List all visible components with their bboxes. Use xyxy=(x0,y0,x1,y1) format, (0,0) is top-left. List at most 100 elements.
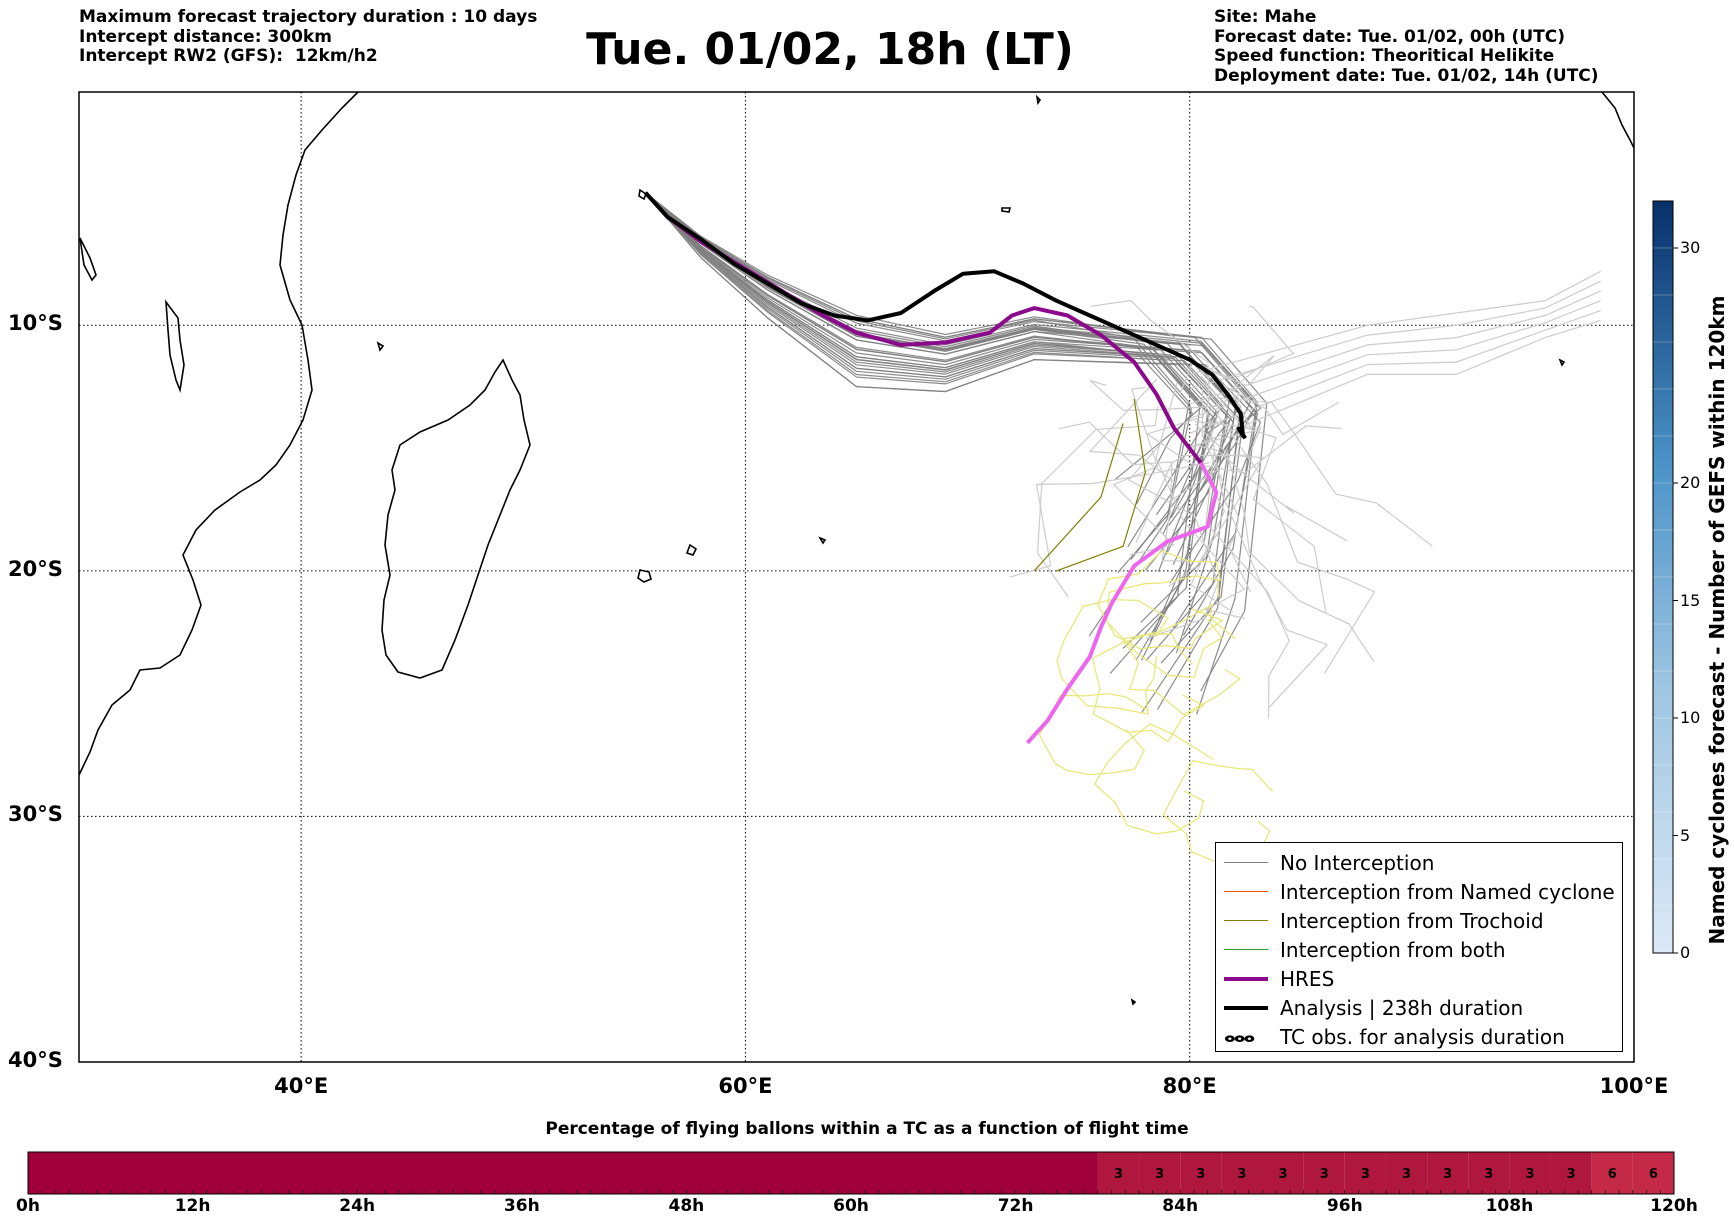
percentage-segment xyxy=(1385,1152,1428,1194)
legend-item-both: Interception from both xyxy=(1224,935,1506,964)
trajectory-no-interception xyxy=(645,192,1258,715)
trajectory-light xyxy=(1226,452,1375,662)
comoros-island xyxy=(376,341,385,352)
trajectory-light xyxy=(1088,379,1202,563)
longitude-label: 80°E xyxy=(1162,1074,1217,1098)
legend-swatch xyxy=(1224,949,1268,950)
trajectory-light xyxy=(1179,355,1275,396)
percentage-bar-tick-label: 108h xyxy=(1485,1196,1534,1216)
trajectory-light xyxy=(1112,386,1175,556)
info-speed-function: Speed function: Theoritical Helikite xyxy=(1214,46,1555,66)
longitude-label: 100°E xyxy=(1599,1074,1669,1098)
legend-item-no-interception: No Interception xyxy=(1224,848,1434,877)
percentage-bar-frame xyxy=(27,1151,1675,1195)
lake-tanganyika xyxy=(79,237,97,282)
trajectory-light xyxy=(1189,319,1601,449)
map-frame xyxy=(78,91,1635,1063)
rodrigues-island xyxy=(818,536,827,545)
legend-label: Analysis | 238h duration xyxy=(1280,995,1524,1020)
trajectory-yellow xyxy=(1121,603,1241,716)
trajectory-yellow xyxy=(1106,575,1223,679)
colorbar-tick-label: 30 xyxy=(1680,238,1701,257)
percentage-segment xyxy=(1262,1152,1304,1194)
trajectory-yellow xyxy=(1038,692,1149,776)
percentage-bar: 3 3 3 3 3 3 3 3 3 3 3 3 6 6 xyxy=(27,1151,1675,1195)
param-intercept-distance: Intercept distance: 300km xyxy=(79,26,332,47)
legend-label: HRES xyxy=(1280,966,1335,991)
percentage-value: 3 xyxy=(1279,1167,1288,1182)
trajectory-light xyxy=(1205,449,1290,719)
colorbar-tick-label: 5 xyxy=(1680,825,1691,845)
legend-swatch xyxy=(1224,920,1268,921)
analysis-track xyxy=(644,191,1247,440)
trajectory-yellow xyxy=(1056,598,1169,715)
latitude-label: 20°S xyxy=(8,556,63,581)
legend-swatch xyxy=(1224,1005,1268,1010)
longitude-label: 40°E xyxy=(274,1074,329,1098)
percentage-bar-tick-label: 60h xyxy=(833,1196,869,1216)
percentage-segment xyxy=(1427,1152,1469,1194)
legend-label: No Interception xyxy=(1280,850,1435,875)
chagos-islands xyxy=(1001,207,1012,213)
colorbar-tick-label: 20 xyxy=(1680,473,1701,492)
reunion-island xyxy=(637,569,652,583)
info-deployment-date: Deployment date: Tue. 01/02, 14h (UTC) xyxy=(1214,65,1599,86)
sumatra-tip xyxy=(1601,92,1634,149)
percentage-bar-title: Percentage of flying ballons within a TC… xyxy=(545,1119,1189,1139)
percentage-value: 3 xyxy=(1155,1167,1164,1182)
colorbar-tick-label: 10 xyxy=(1680,708,1701,727)
percentage-segment xyxy=(1344,1152,1386,1194)
legend-swatch xyxy=(1224,891,1268,892)
percentage-value: 3 xyxy=(1402,1167,1411,1182)
percentage-value: 6 xyxy=(1649,1167,1658,1182)
trajectory-yellow xyxy=(1093,723,1214,835)
percentage-value: 3 xyxy=(1237,1167,1246,1182)
colorbar-tick-label: 15 xyxy=(1680,590,1701,610)
seychelles-islands xyxy=(638,188,647,201)
percentage-value: 3 xyxy=(1443,1167,1452,1182)
legend-label: Interception from Named cyclone xyxy=(1280,879,1615,904)
page-title: Tue. 01/02, 18h (LT) xyxy=(586,24,1074,75)
trajectories xyxy=(644,191,1601,866)
percentage-segment xyxy=(1632,1152,1674,1194)
percentage-bar-tick-label: 96h xyxy=(1326,1196,1363,1216)
forecast-info: Site: Mahe Forecast date: Tue. 01/02, 00… xyxy=(1214,7,1599,86)
legend-label: TC obs. for analysis duration xyxy=(1280,1024,1565,1049)
percentage-bar-tick-label: 36h xyxy=(503,1196,540,1216)
param-intercept-rw2: Intercept RW2 (GFS): 12km/h2 xyxy=(79,46,378,66)
trajectory-light xyxy=(1135,421,1262,544)
percentage-segment xyxy=(1139,1152,1181,1194)
legend-item-named-cyclone: Interception from Named cyclone xyxy=(1224,877,1615,906)
percentage-segment xyxy=(1180,1152,1222,1194)
latitude-label: 30°S xyxy=(8,802,63,827)
trajectory-no-interception xyxy=(645,192,1218,572)
colorbar-bands xyxy=(1653,247,1678,954)
trajectory-no-interception xyxy=(645,192,1190,637)
trajectory-light xyxy=(1217,415,1376,674)
trajectory-no-interception xyxy=(645,192,1210,642)
percentage-value: 3 xyxy=(1196,1167,1205,1182)
trajectory-light xyxy=(1217,397,1433,547)
percentage-bar-tick-label: 0h xyxy=(16,1196,40,1216)
percentage-segment xyxy=(1221,1152,1263,1194)
percentage-bar-tick-label: 24h xyxy=(339,1196,376,1216)
percentage-value: 3 xyxy=(1484,1167,1493,1182)
param-duration: Maximum forecast trajectory duration : 1… xyxy=(79,7,538,27)
longitude-label: 60°E xyxy=(718,1074,773,1098)
colorbar-label: Named cyclones forecast - Number of GEFS… xyxy=(1705,295,1729,945)
tc-symbol-icon: ⴰⴰⴰ xyxy=(1224,1026,1255,1047)
trajectory-light xyxy=(1189,290,1601,405)
percentage-value: 3 xyxy=(1567,1167,1576,1182)
trajectory-light xyxy=(1009,462,1210,578)
legend-item-analysis: Analysis | 238h duration xyxy=(1224,993,1523,1022)
trajectory-trochoid xyxy=(1056,398,1146,572)
trajectory-light xyxy=(1200,375,1327,614)
trajectory-light xyxy=(1189,280,1601,390)
percentage-value: 3 xyxy=(1361,1167,1370,1182)
legend-item-tc-obs: ⴰⴰⴰ TC obs. for analysis duration xyxy=(1224,1022,1565,1051)
latitude-label: 40°S xyxy=(8,1048,63,1072)
maldives xyxy=(1035,94,1042,106)
percentage-segment xyxy=(1097,1152,1140,1194)
trajectory-light xyxy=(1036,406,1159,598)
